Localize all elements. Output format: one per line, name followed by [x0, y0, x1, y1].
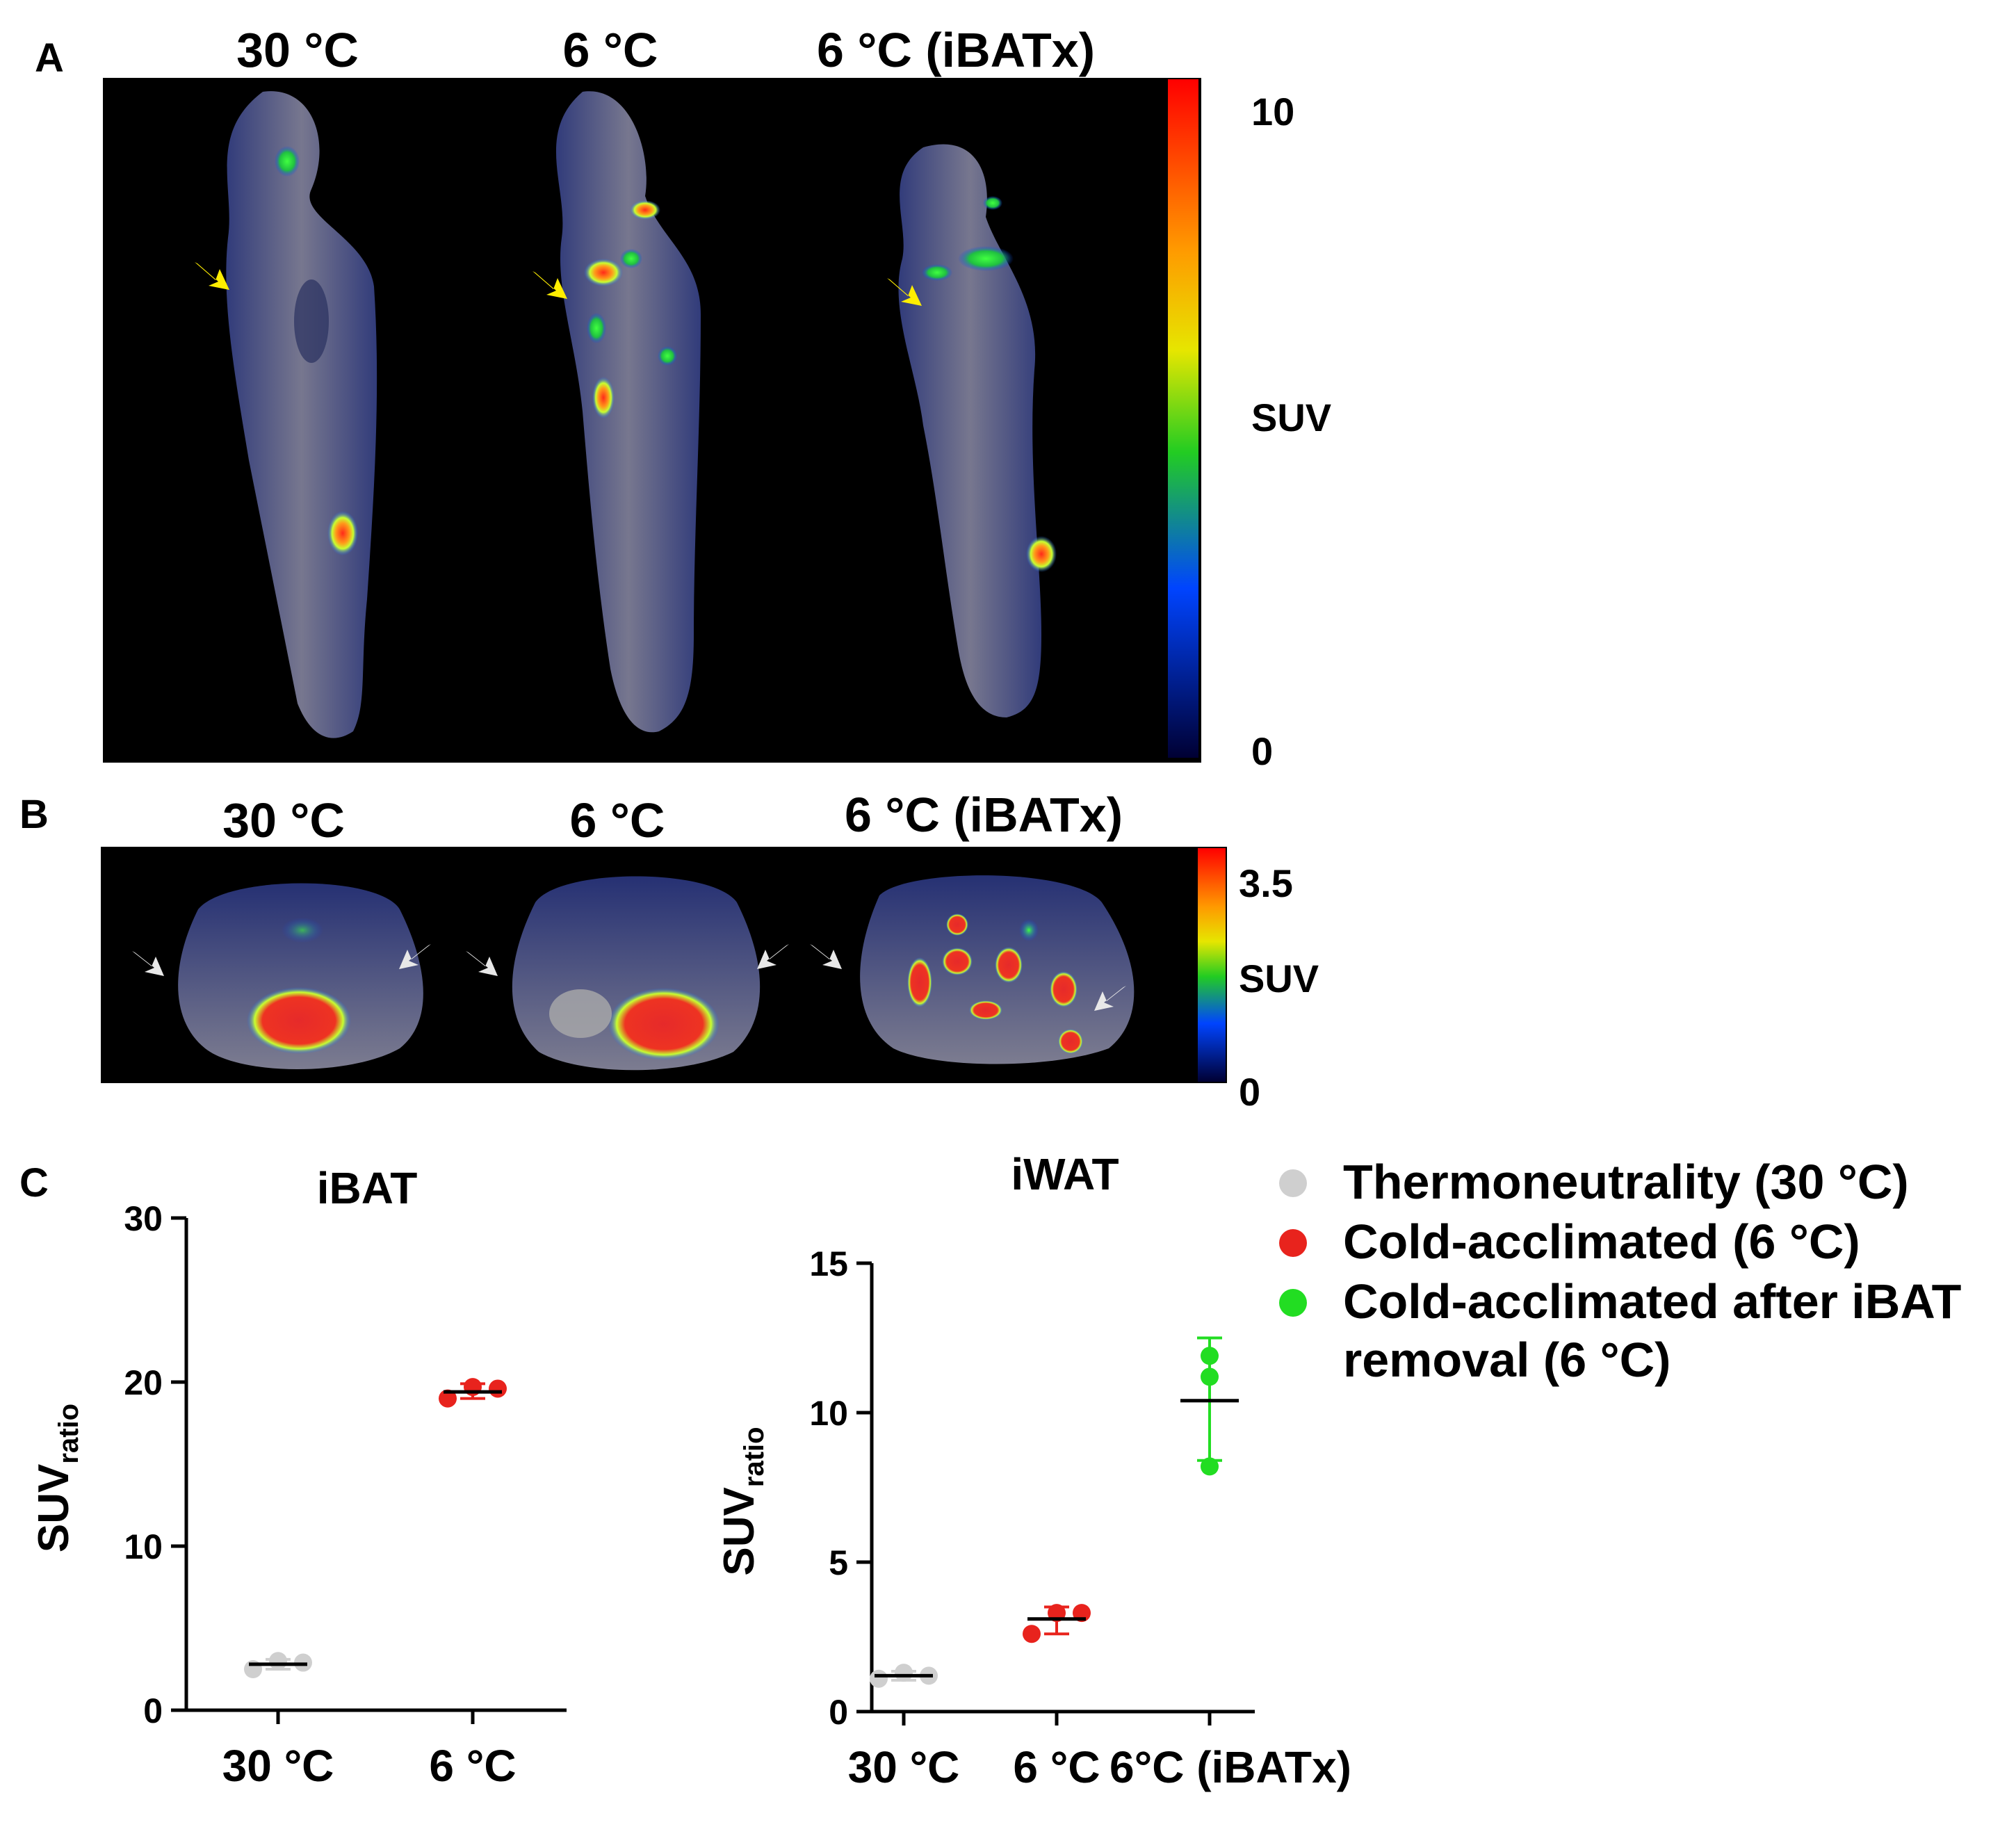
ibat-ytick-label-3: 30 [124, 1199, 163, 1238]
iwat-ylabel-sub: ratio [739, 1427, 770, 1487]
panel-b-title-ibatx: 6 °C (iBATx) [844, 788, 1123, 842]
ibat-ytick-label-1: 10 [124, 1527, 163, 1566]
ibat-ylabel: SUVratio [30, 1404, 84, 1552]
panel-b-arrow-5 [810, 944, 842, 969]
ibat-ylabel-sub: ratio [54, 1404, 84, 1464]
panel-a-arrow-ibatx [887, 278, 922, 306]
panel-a-colorbar-max: 10 [1251, 90, 1295, 133]
panel-b-section-6c [512, 876, 761, 1071]
panel-a-colorbar-min: 0 [1251, 729, 1274, 773]
panel-b-arrow-4 [757, 944, 789, 969]
iwat-ytick-label-3: 15 [809, 1244, 848, 1283]
panel-a-mouse-30c [226, 91, 377, 738]
ibat-ytick-label-2: 20 [124, 1363, 163, 1402]
panel-a-colorbar-unit: SUV [1251, 396, 1332, 439]
legend-dot-thermo [1279, 1169, 1307, 1197]
panel-a-arrow-6c [533, 271, 567, 299]
legend-label-ibatx: Cold-acclimated after iBAT removal (6 °C… [1343, 1274, 1962, 1387]
panel-b-title-30c: 30 °C [222, 793, 345, 847]
iwat-point-2-1 [1201, 1367, 1219, 1386]
panel-b-colorbar-min: 0 [1239, 1070, 1261, 1114]
panel-a-title-ibatx: 6 °C (iBATx) [816, 23, 1096, 77]
panel-b-colorbar [1198, 848, 1226, 1082]
panel-c-letter: C [19, 1160, 49, 1205]
panel-b-arrow-6 [1094, 986, 1126, 1011]
ibat-ytick-label-0: 0 [143, 1691, 163, 1730]
panel-b-title-6c: 6 °C [569, 793, 665, 847]
panel-b-arrow-2 [399, 944, 431, 969]
panel-b-section-30c [178, 883, 423, 1069]
iwat-xtick-label-1: 6 °C [1013, 1742, 1100, 1792]
panel-a-colorbar [1168, 79, 1198, 758]
ibat-point-1-2 [489, 1379, 507, 1398]
iwat-ytick-label-2: 10 [809, 1394, 848, 1433]
panel-a-mouse-ibatx [898, 144, 1057, 718]
ibat-xtick-label-1: 6 °C [429, 1741, 516, 1791]
ibat-ylabel-main: SUV [30, 1464, 78, 1552]
iwat-point-0-1 [895, 1664, 913, 1682]
legend-dot-cold [1279, 1229, 1307, 1257]
panel-a-letter: A [35, 35, 64, 81]
iwat-ytick-label-0: 0 [829, 1693, 848, 1732]
panel-a-pet-image [103, 78, 1201, 763]
panel-b-pet-image [101, 847, 1227, 1083]
panel-a-title-6c: 6 °C [562, 23, 658, 77]
panel-b-section-ibatx [860, 875, 1135, 1064]
chart-iwat-title: iWAT [1011, 1149, 1119, 1199]
ibat-point-1-0 [439, 1389, 457, 1408]
panel-a-mouse-6c [555, 91, 701, 733]
iwat-point-0-0 [870, 1669, 888, 1688]
panel-b-colorbar-unit: SUV [1239, 957, 1319, 1000]
iwat-ylabel: SUVratio [715, 1427, 770, 1575]
panel-b-arrow-3 [466, 951, 498, 976]
chart-ibat-title: iBAT [316, 1163, 418, 1213]
legend-dot-ibatx [1279, 1289, 1307, 1317]
iwat-point-1-0 [1023, 1625, 1041, 1643]
panel-b-arrow-1 [132, 951, 164, 976]
chart-iwat: 0 5 10 15 SUVratio 30 °C 6 °C 6°C (iBATx) [715, 1244, 1351, 1792]
legend-label-cold: Cold-acclimated (6 °C) [1343, 1215, 1860, 1269]
panel-b-colorbar-max: 3.5 [1239, 861, 1293, 905]
iwat-point-2-2 [1201, 1347, 1219, 1365]
panel-b-letter: B [19, 792, 49, 837]
ibat-xtick-label-0: 30 °C [222, 1741, 334, 1791]
chart-ibat: 0 10 20 30 SUVratio 30 °C 6 °C [30, 1199, 567, 1791]
iwat-point-2-0 [1201, 1457, 1219, 1476]
panel-a-title-30c: 30 °C [236, 23, 359, 77]
iwat-xtick-label-2: 6°C (iBATx) [1109, 1742, 1351, 1792]
iwat-ytick-label-1: 5 [829, 1543, 848, 1582]
legend-label-thermo: Thermoneutrality (30 °C) [1343, 1155, 1909, 1209]
panel-a-arrow-30c [195, 262, 229, 290]
iwat-xtick-label-0: 30 °C [848, 1742, 960, 1792]
iwat-ylabel-main: SUV [715, 1487, 763, 1575]
ibat-point-0-1 [269, 1652, 287, 1671]
